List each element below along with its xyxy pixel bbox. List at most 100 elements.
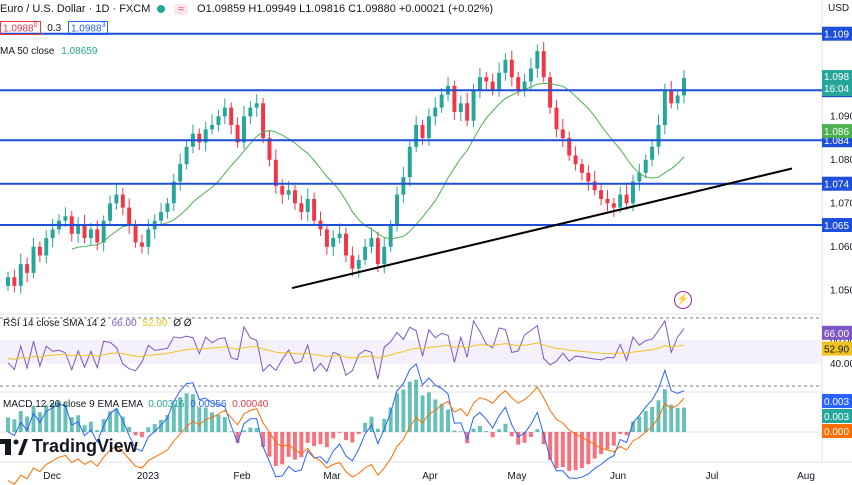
candle-body bbox=[650, 146, 655, 160]
price-tick-label: 1.070 bbox=[830, 198, 852, 209]
candle-body bbox=[471, 90, 476, 121]
time-axis-label: Mar bbox=[323, 471, 341, 482]
candle-body bbox=[235, 125, 240, 143]
macd-histogram-bar bbox=[465, 432, 470, 444]
macd-histogram-bar bbox=[133, 432, 138, 436]
macd-histogram-bar bbox=[484, 431, 489, 432]
macd-value: 0.00356 bbox=[190, 399, 227, 410]
candle-body bbox=[146, 229, 151, 247]
macd-histogram-bar bbox=[528, 432, 533, 438]
candle-body bbox=[12, 277, 17, 286]
candle-body bbox=[592, 181, 597, 191]
level-price-tag bbox=[822, 26, 852, 41]
macd-histogram-bar bbox=[669, 404, 674, 432]
live-badge-icon: ≈ bbox=[174, 4, 188, 15]
tradingview-logo[interactable]: TradingView bbox=[0, 436, 138, 457]
level-price-label: 1.065 bbox=[824, 221, 849, 232]
candle-body bbox=[414, 125, 419, 147]
macd-histogram-bar bbox=[567, 432, 572, 471]
candle-body bbox=[458, 103, 463, 112]
macd-histogram-bar bbox=[305, 432, 310, 443]
lightning-icon[interactable]: ⚡ bbox=[674, 291, 692, 309]
macd-histogram-bar bbox=[95, 430, 100, 432]
candle-body bbox=[216, 116, 221, 126]
candle-body bbox=[420, 125, 425, 139]
rsi-tick-label: 60.00 bbox=[830, 335, 852, 346]
candle-body bbox=[88, 229, 93, 239]
macd-histogram-bar bbox=[165, 414, 170, 432]
candle-body bbox=[312, 198, 317, 221]
candle-body bbox=[637, 172, 642, 182]
candle-body bbox=[101, 220, 106, 243]
currency-label[interactable]: USD bbox=[828, 3, 850, 14]
rsi-indicator-name: RSI 14 close SMA 14 2 bbox=[3, 318, 106, 329]
candle-body bbox=[452, 85, 457, 112]
rsi-value-tag bbox=[822, 325, 852, 340]
candle-body bbox=[548, 77, 553, 108]
spread-value: 0.3 bbox=[47, 23, 62, 35]
macd-histogram-bar bbox=[420, 395, 425, 432]
rsi-indicator-legend[interactable]: RSI 14 close SMA 14 2 66.00 52.90 Ø Ø bbox=[3, 318, 192, 329]
candle-body bbox=[286, 190, 291, 195]
ma-price-label: 1.086 bbox=[824, 127, 849, 138]
macd-histogram-bar bbox=[235, 432, 240, 443]
level-price-label: 1.109 bbox=[824, 30, 849, 41]
macd-histogram-bar bbox=[439, 403, 444, 432]
ma-indicator-legend[interactable]: MA 50 close 1.08659 bbox=[0, 46, 97, 57]
macd-signal-value: 0.00040 bbox=[232, 399, 269, 410]
macd-histogram-bar bbox=[458, 431, 463, 432]
candle-body bbox=[375, 238, 380, 265]
candle-body bbox=[490, 81, 495, 91]
time-axis-label: Feb bbox=[233, 471, 251, 482]
candle-body bbox=[18, 264, 23, 286]
candle-body bbox=[95, 229, 100, 243]
symbol-title[interactable]: Euro / U.S. Dollar · 1D · FXCM bbox=[0, 3, 151, 15]
candle-body bbox=[560, 129, 565, 139]
macd-histogram-bar bbox=[344, 432, 348, 441]
candle-body bbox=[280, 185, 285, 195]
rsi-sma-value: 52.90 bbox=[142, 318, 168, 329]
candle-body bbox=[299, 203, 304, 212]
macd-histogram-bar bbox=[605, 432, 610, 450]
candle-body bbox=[324, 229, 329, 247]
candle-body bbox=[31, 246, 36, 273]
candle-body bbox=[369, 238, 374, 247]
bid-button[interactable]: 1.09880 bbox=[0, 21, 41, 36]
macd-histogram-bar bbox=[254, 428, 259, 432]
macd-histogram-bar bbox=[178, 397, 183, 432]
ma-indicator-value: 1.08659 bbox=[61, 46, 98, 57]
macd-histogram-bar bbox=[127, 426, 132, 432]
candle-body bbox=[516, 77, 521, 91]
macd-histogram-bar bbox=[477, 425, 482, 432]
candle-body bbox=[497, 72, 502, 91]
candle-body bbox=[433, 107, 438, 117]
macd-histogram-bar bbox=[650, 406, 655, 432]
ohlc-values: O1.09859 H1.09949 L1.09816 C1.09880 +0.0… bbox=[197, 3, 494, 15]
candle-body bbox=[477, 77, 482, 91]
macd-histogram-bar bbox=[554, 432, 559, 469]
candle-body bbox=[509, 59, 514, 78]
price-tick-label: 1.090 bbox=[830, 111, 852, 122]
candle-body bbox=[382, 246, 387, 265]
macd-histogram-bar bbox=[375, 428, 380, 432]
macd-histogram-bar bbox=[426, 392, 431, 432]
macd-line bbox=[7, 363, 685, 479]
macd-indicator-legend[interactable]: MACD 12 26 close 9 EMA EMA 0.00316 0.003… bbox=[3, 399, 268, 410]
macd-histogram-bar bbox=[407, 381, 412, 432]
macd-histogram-bar bbox=[331, 432, 336, 439]
candle-body bbox=[159, 211, 164, 221]
candle-body bbox=[165, 203, 170, 212]
candle-body bbox=[579, 164, 584, 173]
candle-body bbox=[197, 133, 202, 143]
macd-histogram-bar bbox=[592, 432, 597, 459]
ask-button[interactable]: 1.09883 bbox=[67, 21, 109, 36]
macd-histogram-bar bbox=[273, 432, 278, 467]
macd-hist-value: 0.00316 bbox=[148, 399, 185, 410]
candle-body bbox=[76, 225, 81, 234]
macd-histogram-bar bbox=[171, 403, 176, 432]
macd-histogram-bar bbox=[120, 416, 125, 432]
time-axis-label: 2023 bbox=[137, 471, 160, 482]
macd-histogram-bar bbox=[509, 432, 514, 437]
candle-body bbox=[554, 107, 559, 130]
